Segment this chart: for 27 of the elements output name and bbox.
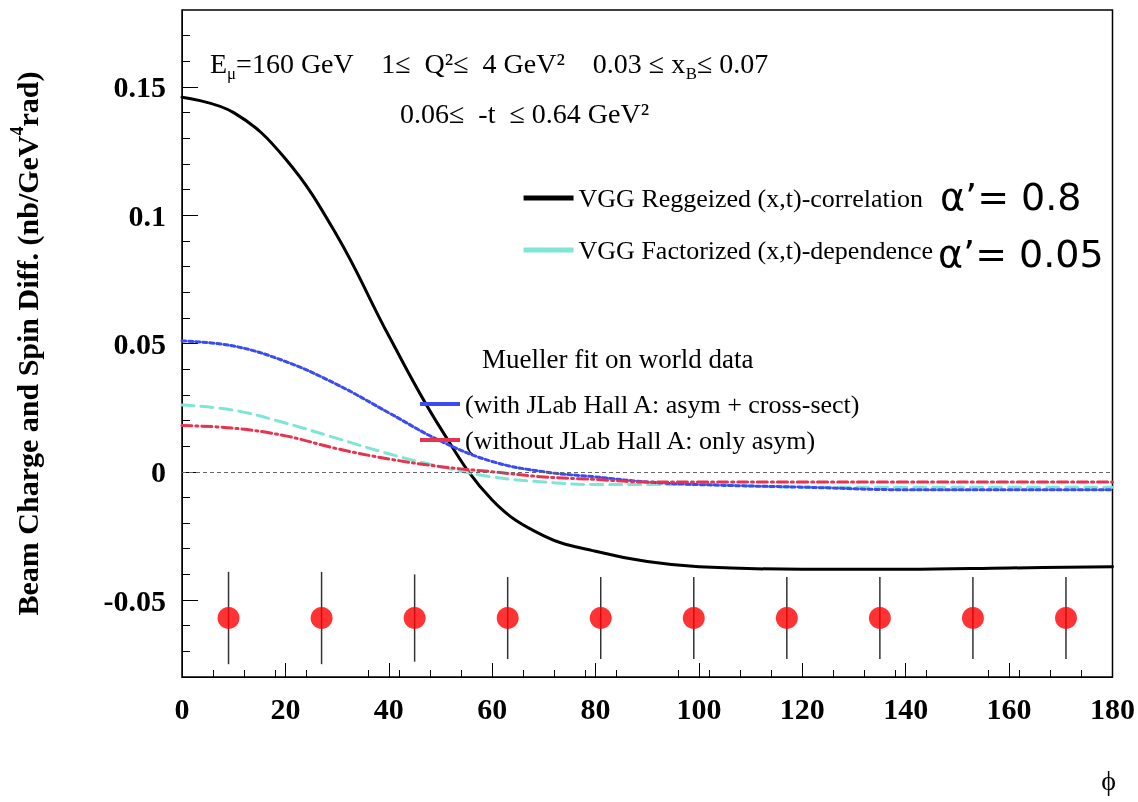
y-tick-label: 0.1 xyxy=(128,198,166,232)
text: 0.06≤ -t ≤ 0.64 GeV² xyxy=(400,98,650,130)
x-tick-label: 120 xyxy=(779,691,825,725)
legend-label: (without JLab Hall A: only asym) xyxy=(465,425,816,455)
line-series xyxy=(180,339,1114,492)
annotation: Mueller fit on world data xyxy=(482,343,754,374)
x-tick-label: 100 xyxy=(676,691,722,725)
legend-label: VGG Factorized (x,t)-dependence xyxy=(578,235,933,265)
y-axis-title: Beam Charge and Spin Diff. (nb/GeV4rad) xyxy=(7,71,45,616)
x-tick-label: 40 xyxy=(373,691,404,725)
x-tick-label: 180 xyxy=(1090,691,1135,725)
x-tick-label: 160 xyxy=(986,691,1032,725)
legend-label: (with JLab Hall A: asym + cross-sect) xyxy=(465,389,860,419)
x-tick-label: 20 xyxy=(270,691,301,725)
y-tick-label: 0.05 xyxy=(113,327,166,360)
x-tick-label: 80 xyxy=(580,691,611,725)
x-tick-label: 140 xyxy=(883,691,929,725)
x-tick-label: 60 xyxy=(477,691,508,725)
x-axis-title: ϕ xyxy=(1101,764,1117,796)
y-tick-label: -0.05 xyxy=(103,583,166,617)
x-tick-label: 0 xyxy=(174,691,190,725)
legend-label: VGG Reggeized (x,t)-correlation xyxy=(578,183,923,213)
annotation: α’= 0.8 xyxy=(940,175,1082,219)
line-series xyxy=(180,424,1114,484)
annotation: α’= 0.05 xyxy=(938,232,1104,276)
y-tick-label: 0 xyxy=(151,455,166,489)
y-tick-label: 0.15 xyxy=(113,70,166,104)
